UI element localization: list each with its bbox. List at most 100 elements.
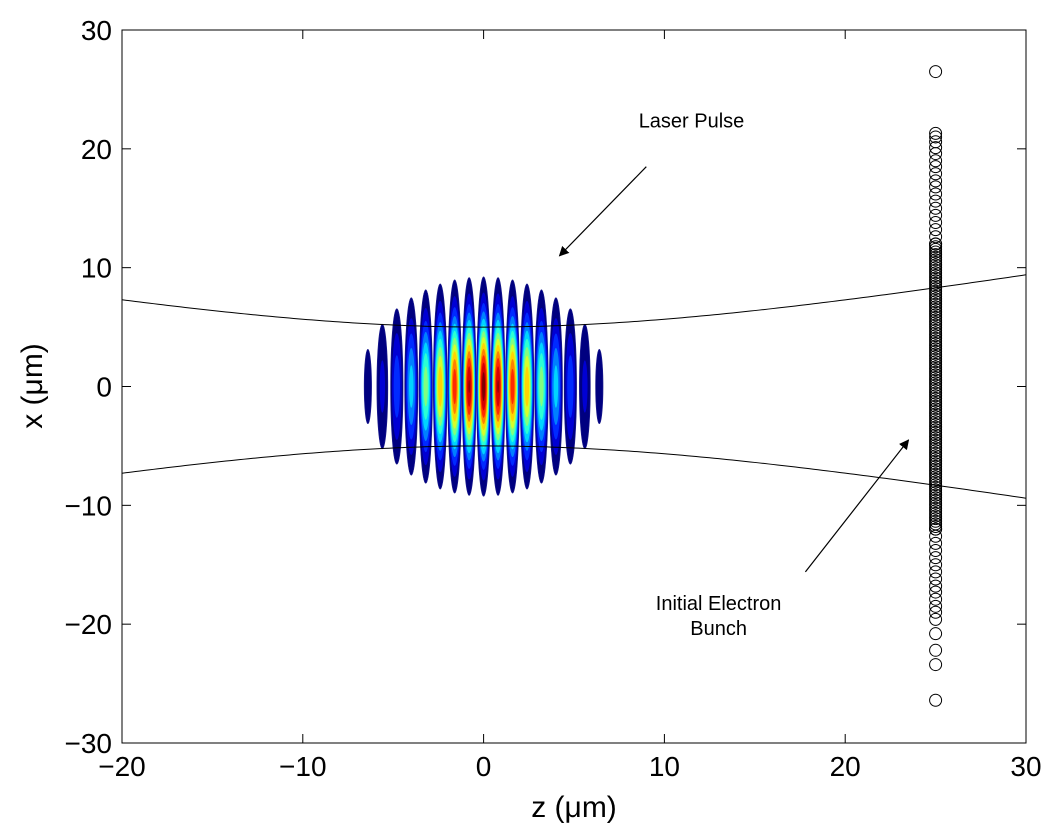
electron-marker bbox=[929, 467, 943, 481]
electron-marker bbox=[929, 323, 943, 337]
electron-marker bbox=[929, 368, 943, 382]
electron-marker bbox=[929, 452, 943, 466]
envelope-lower bbox=[122, 445, 1026, 499]
electron-marker bbox=[929, 431, 943, 445]
electron-marker bbox=[929, 454, 943, 468]
electron-marker bbox=[929, 378, 943, 392]
electron-marker bbox=[929, 470, 943, 484]
electron-marker bbox=[929, 478, 943, 492]
electron-marker bbox=[929, 65, 943, 79]
electron-marker bbox=[929, 407, 943, 421]
electron-marker bbox=[929, 501, 943, 515]
electron-marker bbox=[929, 509, 943, 523]
electron-marker bbox=[929, 194, 943, 208]
electron-marker bbox=[929, 363, 943, 377]
electron-marker bbox=[929, 605, 943, 619]
annotations: Laser Pulse Initial Electron Bunch bbox=[558, 110, 910, 640]
electron-marker bbox=[929, 410, 943, 424]
electron-marker bbox=[929, 486, 943, 499]
electron-marker bbox=[929, 292, 943, 306]
x-axis-label: z (μm) bbox=[531, 791, 617, 824]
electron-marker bbox=[929, 216, 943, 230]
laser-fringe bbox=[524, 366, 530, 407]
electron-marker bbox=[929, 250, 943, 264]
annotation-text: Bunch bbox=[690, 618, 747, 640]
electron-marker bbox=[929, 579, 943, 593]
electron-marker bbox=[929, 261, 943, 275]
electron-marker bbox=[929, 313, 943, 327]
electron-marker bbox=[929, 475, 943, 489]
electron-marker bbox=[929, 141, 943, 155]
x-tick-label: −20 bbox=[98, 751, 146, 782]
electron-marker bbox=[929, 599, 943, 613]
electron-marker bbox=[929, 282, 943, 296]
electron-marker bbox=[929, 126, 943, 140]
electron-marker bbox=[929, 160, 943, 174]
electron-marker bbox=[929, 154, 943, 168]
electron-marker bbox=[929, 496, 943, 510]
electron-marker bbox=[929, 519, 943, 533]
electron-marker bbox=[929, 279, 943, 293]
electron-marker bbox=[929, 397, 943, 411]
electron-marker bbox=[929, 381, 943, 395]
electron-marker bbox=[929, 305, 943, 319]
laser-fringe bbox=[438, 366, 443, 407]
y-tick-label: −20 bbox=[65, 609, 113, 640]
electron-marker bbox=[929, 491, 943, 505]
electron-marker bbox=[929, 391, 943, 405]
electron-marker bbox=[929, 433, 943, 447]
laser-fringe bbox=[409, 365, 414, 408]
electron-marker bbox=[929, 350, 943, 364]
y-tick-label: −30 bbox=[65, 728, 113, 759]
electron-marker bbox=[929, 506, 943, 520]
electron-marker bbox=[929, 253, 943, 267]
electron-marker bbox=[929, 295, 943, 309]
electron-marker bbox=[929, 316, 943, 330]
electron-marker bbox=[929, 420, 943, 434]
electron-marker bbox=[929, 240, 943, 254]
laser-fringe bbox=[468, 380, 470, 393]
electron-marker bbox=[929, 180, 943, 194]
electron-marker bbox=[929, 130, 943, 144]
electron-marker bbox=[929, 438, 943, 452]
electron-marker bbox=[929, 274, 943, 288]
electron-marker bbox=[929, 303, 943, 316]
electron-marker bbox=[929, 423, 943, 437]
electron-marker bbox=[929, 658, 943, 672]
electron-marker bbox=[929, 357, 943, 371]
electron-marker bbox=[929, 310, 943, 324]
electron-marker bbox=[929, 230, 943, 244]
laser-fringe bbox=[497, 380, 499, 393]
electron-marker bbox=[929, 627, 943, 641]
electron-marker bbox=[929, 404, 943, 418]
electron-marker bbox=[929, 326, 943, 340]
y-tick-label: 0 bbox=[96, 372, 112, 403]
electron-marker bbox=[929, 536, 943, 550]
electron-marker bbox=[929, 331, 943, 345]
electron-marker bbox=[929, 412, 943, 426]
electron-marker bbox=[929, 693, 943, 707]
electron-marker bbox=[929, 512, 943, 526]
electron-marker bbox=[929, 237, 943, 251]
electron-marker bbox=[929, 271, 943, 285]
electron-marker bbox=[929, 643, 943, 657]
electron-marker bbox=[929, 572, 943, 586]
electron-marker bbox=[929, 483, 943, 497]
electron-marker bbox=[929, 415, 943, 429]
electron-marker bbox=[929, 187, 943, 201]
electron-marker bbox=[929, 384, 943, 398]
x-tick-label: 30 bbox=[1010, 751, 1041, 782]
annotation-arrow bbox=[804, 439, 910, 573]
electron-marker bbox=[929, 472, 943, 486]
y-axis-label: x (μm) bbox=[16, 343, 49, 429]
electron-marker bbox=[929, 465, 943, 479]
annotation-arrow bbox=[558, 166, 647, 257]
electron-marker bbox=[929, 344, 943, 358]
laser-fringe bbox=[482, 372, 486, 401]
electron-marker bbox=[929, 441, 943, 455]
electron-marker bbox=[929, 488, 943, 502]
y-tick-label: 30 bbox=[81, 15, 112, 46]
electron-marker bbox=[929, 558, 943, 572]
